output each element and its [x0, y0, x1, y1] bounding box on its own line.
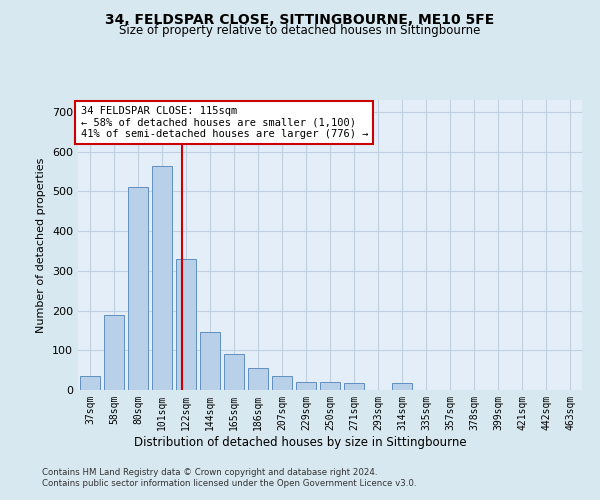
Bar: [392, 383, 412, 390]
Text: Contains public sector information licensed under the Open Government Licence v3: Contains public sector information licen…: [42, 480, 416, 488]
Bar: [344, 383, 364, 390]
Text: 34 FELDSPAR CLOSE: 115sqm
← 58% of detached houses are smaller (1,100)
41% of se: 34 FELDSPAR CLOSE: 115sqm ← 58% of detac…: [80, 106, 368, 139]
Bar: [200, 332, 220, 390]
Bar: [152, 166, 172, 390]
Bar: [320, 382, 340, 390]
Y-axis label: Number of detached properties: Number of detached properties: [37, 158, 46, 332]
Text: Size of property relative to detached houses in Sittingbourne: Size of property relative to detached ho…: [119, 24, 481, 37]
Bar: [176, 259, 196, 390]
Bar: [104, 314, 124, 390]
Bar: [224, 354, 244, 390]
Bar: [128, 188, 148, 390]
Bar: [296, 382, 316, 390]
Text: Contains HM Land Registry data © Crown copyright and database right 2024.: Contains HM Land Registry data © Crown c…: [42, 468, 377, 477]
Text: 34, FELDSPAR CLOSE, SITTINGBOURNE, ME10 5FE: 34, FELDSPAR CLOSE, SITTINGBOURNE, ME10 …: [106, 12, 494, 26]
Bar: [272, 376, 292, 390]
Bar: [80, 376, 100, 390]
Text: Distribution of detached houses by size in Sittingbourne: Distribution of detached houses by size …: [134, 436, 466, 449]
Bar: [248, 368, 268, 390]
